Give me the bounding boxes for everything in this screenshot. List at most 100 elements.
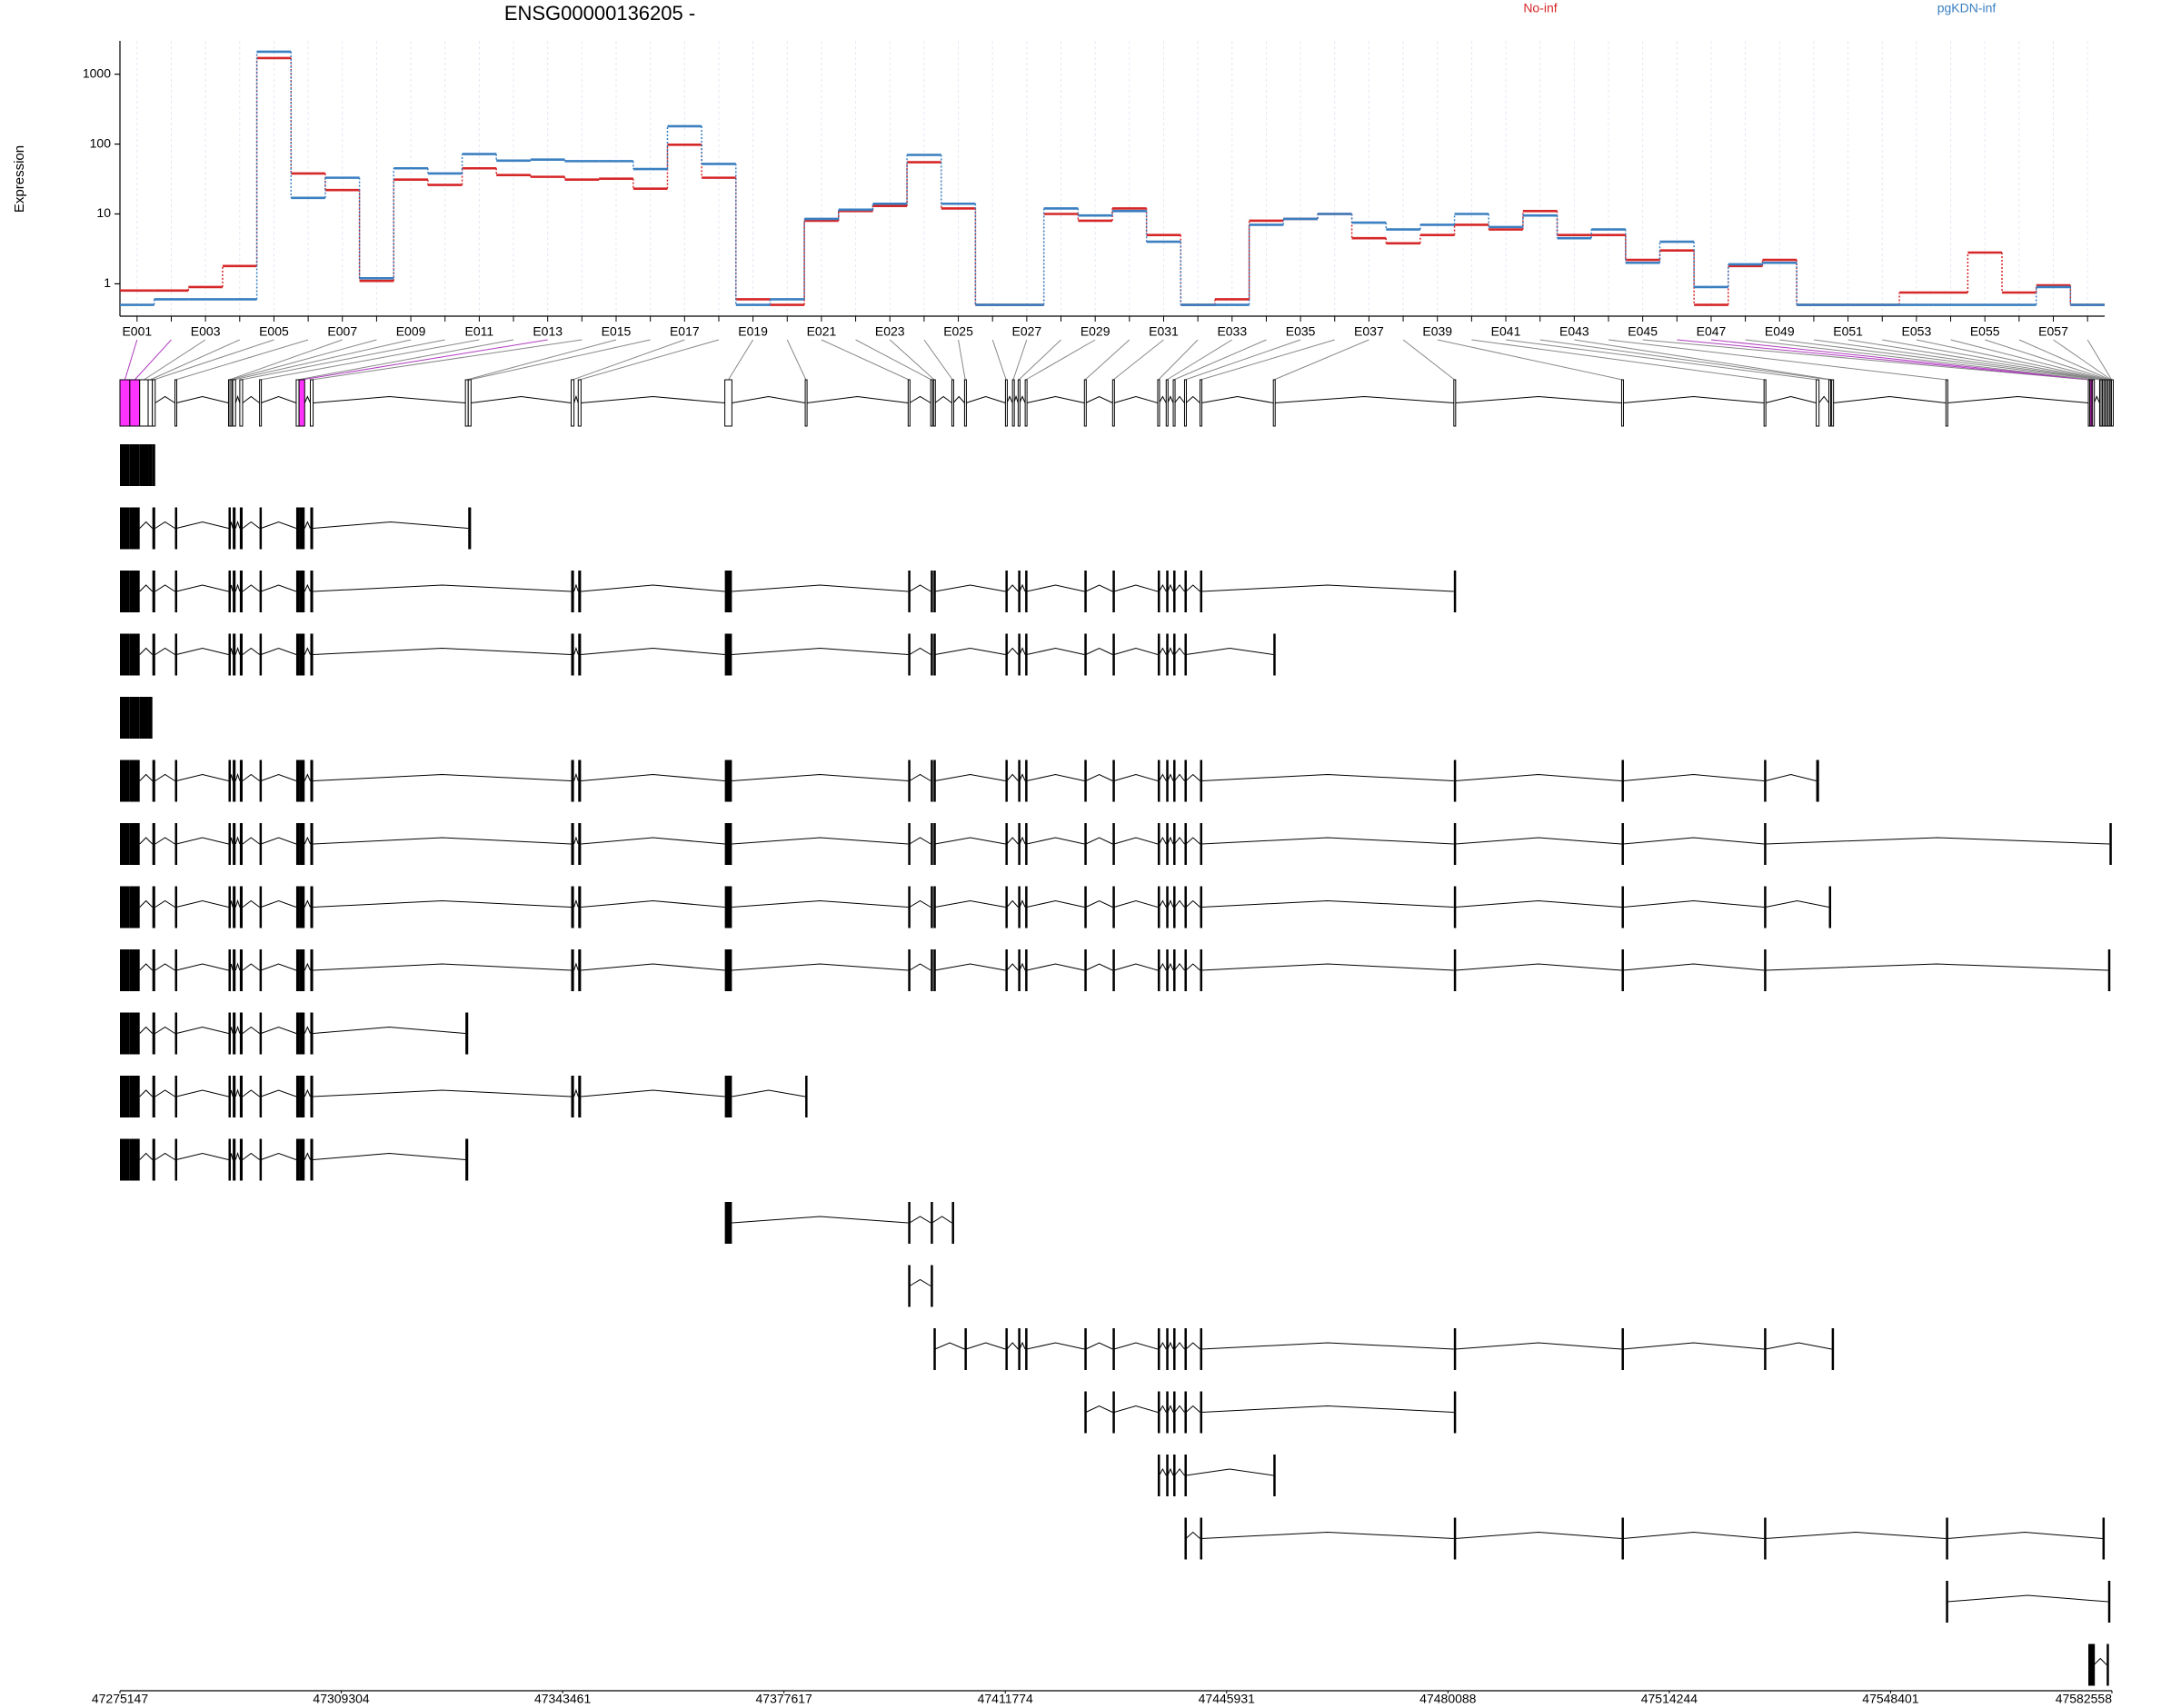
transcript-exon [233,823,236,865]
transcript-intron [1185,1468,1274,1476]
transcript-intron [260,647,297,655]
transcript-exon [1166,1455,1169,1496]
transcript-exon [310,949,314,991]
transcript-exon [2092,1643,2096,1686]
transcript-exon [233,571,236,612]
transcript-exon [239,760,243,802]
exon-connector [1950,339,2108,381]
transcript-intron [1159,773,1167,781]
transcript-exon [1173,633,1176,676]
intron [471,395,572,403]
transcript-exon [129,697,140,739]
transcript-exon [310,1076,314,1117]
intron [732,395,806,403]
exon-bin [571,379,575,427]
transcript-intron [1006,963,1019,971]
transcript-exon [931,1265,933,1307]
exon-bin [1831,379,1835,427]
transcript-exon [465,1138,469,1181]
exon-connector [1185,339,1301,381]
exon-connector [150,339,240,381]
intron [1818,395,1829,403]
transcript-intron [732,584,909,592]
transcript-intron [581,899,725,908]
transcript-intron [1201,584,1454,592]
transcript-exon [152,444,155,486]
transcript-exon [931,886,933,928]
transcript-intron [934,963,1006,971]
transcript-intron [154,837,175,845]
transcript-intron [1765,837,2110,845]
transcript-intron [909,647,931,655]
transcript-intron [909,773,931,781]
exon-connector [469,339,651,381]
transcript-intron [934,584,1006,592]
x-tick-label: E051 [1833,324,1863,339]
transcript-intron [1185,963,1200,971]
exon-connector [786,339,807,381]
transcript-exon [724,823,732,865]
transcript-exon [951,1202,954,1244]
transcript-intron [909,963,931,971]
transcript-intron [909,899,931,908]
x-tick-label: E019 [738,324,768,339]
transcript-exon [152,571,155,612]
transcript-exon [139,444,149,486]
transcript-exon [908,949,911,991]
transcript-intron [175,773,229,781]
intron [175,395,229,403]
transcript-exon [295,633,300,676]
transcript-intron [1455,773,1622,781]
exon-connector [991,339,1007,381]
transcript-exon [299,823,305,865]
transcript-exon [129,823,140,865]
intron [1113,395,1159,403]
transcript-exon [228,507,231,550]
transcript-intron [573,836,579,845]
exon-bin [1157,379,1160,427]
transcript-exon [1453,1391,1457,1434]
transcript-exon [1166,571,1169,612]
transcript-exon [1084,1328,1087,1370]
transcript-intron [1167,1405,1174,1413]
transcript-intron [1085,837,1113,845]
transcript-intron [139,963,154,971]
transcript-exon [239,886,243,928]
exon-bin [229,379,233,427]
genomic-tick-label: 47480088 [1419,1692,1477,1706]
transcript-exon [805,1076,808,1117]
transcript-exon [578,949,582,991]
transcript-exon [152,823,155,865]
transcript-intron [1113,899,1159,908]
transcript-intron [234,583,241,592]
transcript-exon [1173,1328,1176,1370]
transcript-exon [571,1076,574,1117]
exon-connector [230,339,377,381]
transcript-exon [724,633,732,676]
transcript-exon [228,760,231,802]
transcript-exon [1084,1391,1087,1434]
transcript-exon [295,507,300,550]
transcript-exon [933,571,936,612]
genomic-tick-label: 47582558 [2056,1692,2113,1706]
transcript-exon [239,1076,243,1117]
transcript-intron [1026,584,1085,592]
transcript-exon [129,760,140,802]
transcript-intron [175,1089,229,1097]
transcript-exon [174,1012,178,1055]
transcript-exon [1025,886,1028,928]
genomic-tick-label: 47514244 [1641,1692,1698,1706]
intron [909,395,931,403]
transcript-exon [120,697,130,739]
transcript-exon [931,633,933,676]
transcript-intron [934,647,1006,655]
transcript-intron [234,962,241,971]
transcript-exon [299,886,305,928]
x-tick-label: E057 [2038,324,2068,339]
transcript-intron [1019,647,1026,655]
transcript-exon [120,507,130,550]
transcript-exon [299,571,305,612]
transcript-intron [1159,836,1167,845]
intron [304,395,311,403]
exon-connector [1166,339,1233,381]
